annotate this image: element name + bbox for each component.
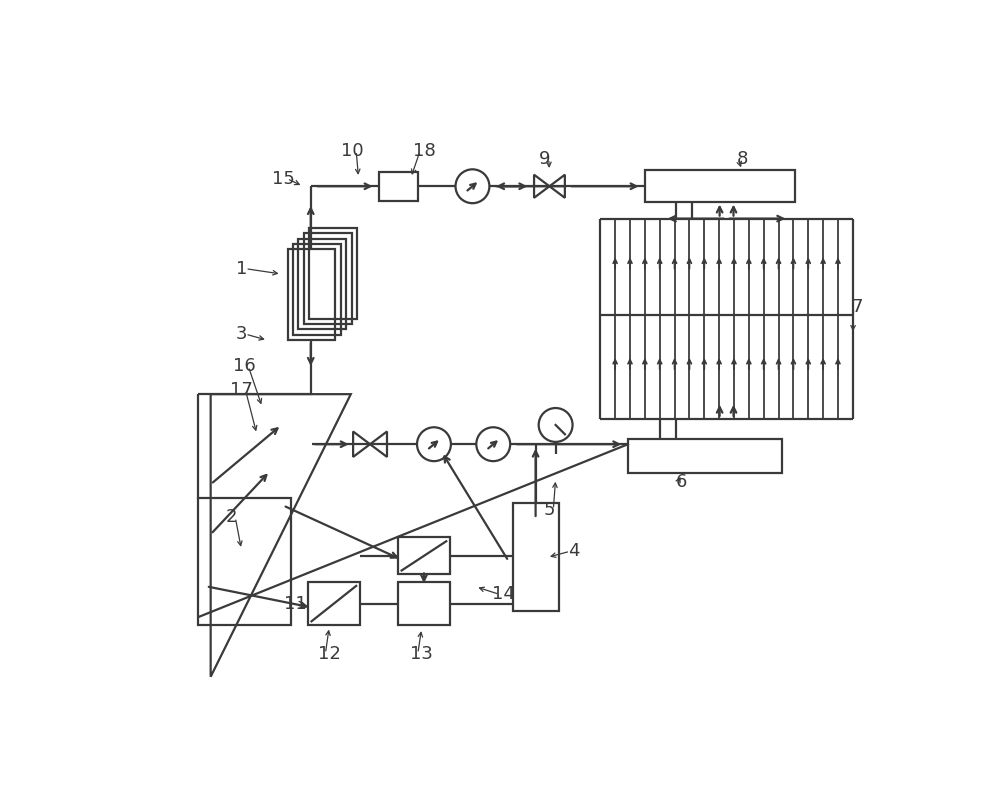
Text: 14: 14: [492, 585, 515, 603]
Text: 11: 11: [284, 595, 307, 613]
Bar: [398, 582, 450, 625]
Bar: [198, 498, 291, 625]
Bar: [398, 537, 450, 574]
Text: 3: 3: [236, 325, 247, 343]
Bar: [379, 172, 418, 201]
Text: 1: 1: [236, 260, 247, 277]
Text: 10: 10: [341, 142, 364, 160]
Bar: [304, 233, 352, 324]
Text: 9: 9: [539, 149, 551, 168]
Text: 18: 18: [413, 142, 435, 160]
Text: 4: 4: [568, 542, 580, 560]
Text: 2: 2: [226, 508, 237, 526]
Bar: [512, 503, 559, 611]
Text: 8: 8: [736, 149, 748, 168]
Text: 16: 16: [233, 358, 256, 375]
Bar: [298, 238, 346, 329]
Bar: [309, 228, 357, 319]
Text: 12: 12: [318, 645, 341, 663]
Text: 17: 17: [230, 381, 253, 398]
Text: 5: 5: [544, 501, 555, 518]
Bar: [293, 244, 341, 335]
Bar: [645, 170, 795, 203]
Text: 6: 6: [676, 473, 688, 491]
Bar: [308, 582, 360, 625]
Text: 13: 13: [410, 645, 433, 663]
Bar: [628, 439, 782, 473]
Text: 7: 7: [852, 298, 863, 316]
Text: 15: 15: [272, 169, 294, 188]
Bar: [288, 250, 335, 340]
